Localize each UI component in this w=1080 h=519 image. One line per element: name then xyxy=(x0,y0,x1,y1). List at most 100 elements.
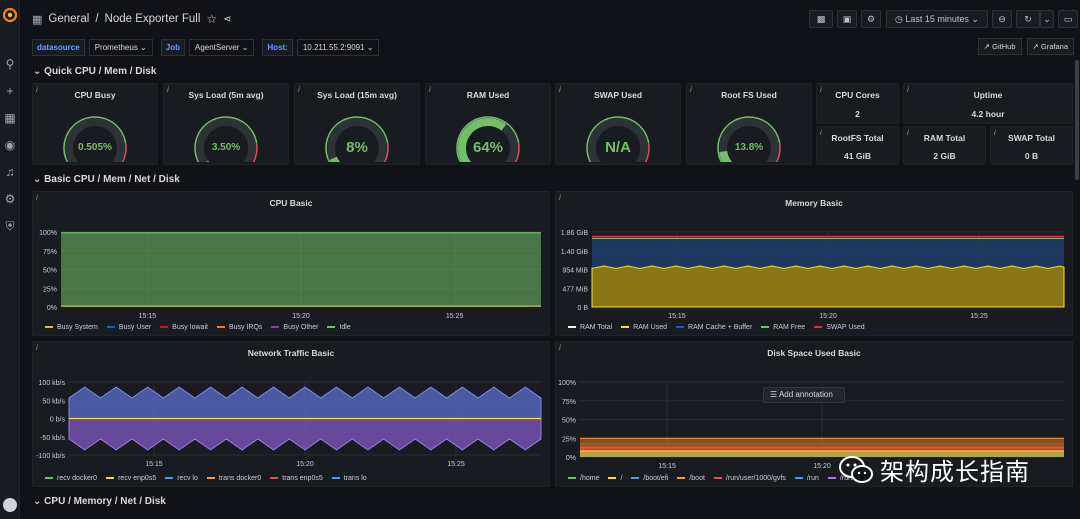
info-icon[interactable]: i xyxy=(820,128,822,137)
stat-title: Uptime xyxy=(973,90,1003,100)
search-icon[interactable]: ⚲ xyxy=(5,57,15,71)
info-icon[interactable]: i xyxy=(994,128,996,137)
info-icon[interactable]: i xyxy=(559,85,561,94)
legend-item[interactable]: RAM Free xyxy=(761,324,805,331)
gauge-track xyxy=(719,118,779,162)
legend-item[interactable]: Busy User xyxy=(106,324,151,331)
y-tick-label: 25% xyxy=(43,286,57,293)
variable-label-job: Job xyxy=(160,38,185,56)
share-icon[interactable]: ⋖ xyxy=(223,13,232,25)
info-icon[interactable]: i xyxy=(907,128,909,137)
gauge-title: Sys Load (15m avg) xyxy=(317,90,397,100)
legend-item[interactable]: Busy Other xyxy=(271,324,318,331)
info-icon[interactable]: i xyxy=(298,85,300,94)
gauge-panel-2[interactable]: i Sys Load (15m avg) 8% xyxy=(294,83,420,165)
stat-panel-cpu-cores[interactable]: i CPU Cores 2 xyxy=(816,83,899,124)
info-icon[interactable]: i xyxy=(36,193,38,202)
legend-swatch xyxy=(106,477,115,480)
legend-item[interactable]: /run xyxy=(794,475,819,482)
legend-item[interactable]: Busy System xyxy=(45,324,98,331)
info-icon[interactable]: i xyxy=(690,85,692,94)
legend-item[interactable]: Idle xyxy=(327,324,351,331)
gauge-panel-0[interactable]: i CPU Busy 0.505% xyxy=(32,83,158,165)
zoom-out-icon[interactable]: ⊖ xyxy=(992,10,1012,28)
legend-item[interactable]: trans docker0 xyxy=(206,475,261,482)
legend-item[interactable]: RAM Total xyxy=(568,324,612,331)
github-link-label: GitHub xyxy=(992,42,1016,51)
gauge-panel-1[interactable]: i Sys Load (5m avg) 3.50% xyxy=(163,83,289,165)
legend-item[interactable]: /boot xyxy=(677,475,705,482)
stat-panel-rootfs-total[interactable]: i RootFS Total 41 GiB xyxy=(816,126,899,165)
stat-panel-ram-total[interactable]: i RAM Total 2 GiB xyxy=(903,126,986,165)
grafana-link[interactable]: ↗ Grafana xyxy=(1026,38,1074,55)
breadcrumb-dashboard[interactable]: Node Exporter Full xyxy=(104,13,201,25)
save-icon[interactable]: ▣ xyxy=(837,10,857,28)
legend-item[interactable]: /boot/efi xyxy=(631,475,668,482)
info-icon[interactable]: i xyxy=(36,85,38,94)
legend-item[interactable]: recv enp0s5 xyxy=(106,475,156,482)
legend-label: /run/ xyxy=(839,475,854,482)
legend-item[interactable]: /run/user/1000/gvfs xyxy=(713,475,786,482)
gauge-panel-4[interactable]: i SWAP Used N/A xyxy=(555,83,681,165)
legend-item[interactable]: recv docker0 xyxy=(45,475,97,482)
github-link[interactable]: ↗ GitHub xyxy=(977,38,1022,55)
gauge-panel-3[interactable]: i RAM Used 64% xyxy=(425,83,551,165)
panel-cpu-basic[interactable]: i CPU Basic 100% 75% 50% 25% 0% 15:15 15:20 15:… xyxy=(32,191,550,336)
gauge-fill xyxy=(329,156,341,162)
panel-memory-basic[interactable]: i Memory Basic 1.86 GiB 1.40 GiB 954 MiB 47… xyxy=(555,191,1073,336)
legend-item[interactable]: SWAP Used xyxy=(814,324,865,331)
shield-icon[interactable]: ⛨ xyxy=(5,219,15,233)
row-header-basic[interactable]: ⌄ Basic CPU / Mem / Net / Disk xyxy=(33,174,180,185)
gauge-panel-5[interactable]: i Root FS Used 13.8% xyxy=(686,83,812,165)
alerting-bell-icon[interactable]: ♫ xyxy=(5,165,15,179)
tv-mode-icon[interactable]: ▭ xyxy=(1058,10,1078,28)
legend-item[interactable]: Busy Iowait xyxy=(160,324,208,331)
row-header-quick[interactable]: ⌄ Quick CPU / Mem / Disk xyxy=(33,66,157,77)
legend-item[interactable]: RAM Cache + Buffer xyxy=(676,324,752,331)
info-icon[interactable]: i xyxy=(907,85,909,94)
variable-select-job[interactable]: AgentServer ⌄ xyxy=(189,38,255,56)
add-annotation-tooltip[interactable]: ☰ Add annotation xyxy=(763,387,845,403)
info-icon[interactable]: i xyxy=(559,193,561,202)
settings-icon[interactable]: ⚙ xyxy=(861,10,881,28)
variable-select-datasource[interactable]: Prometheus ⌄ xyxy=(88,38,153,56)
explore-icon[interactable]: ◉ xyxy=(4,138,16,152)
panel-network-traffic[interactable]: i Network Traffic Basic 100 kb/s 50 kb/s 0… xyxy=(32,341,550,487)
dashboards-icon[interactable]: ▦ xyxy=(4,111,16,125)
panel-title: Disk Space Used Basic xyxy=(767,348,861,358)
legend-item[interactable]: / xyxy=(608,475,622,482)
plus-icon[interactable]: + xyxy=(6,84,14,98)
info-icon[interactable]: i xyxy=(36,343,38,352)
info-icon[interactable]: i xyxy=(429,85,431,94)
gear-icon[interactable]: ⚙ xyxy=(4,192,16,206)
stat-title: SWAP Total xyxy=(1008,133,1055,143)
legend-item[interactable]: /home xyxy=(568,475,599,482)
stat-panel-swap-total[interactable]: i SWAP Total 0 B xyxy=(990,126,1073,165)
avatar[interactable] xyxy=(3,498,17,512)
legend-item[interactable]: trans lo xyxy=(331,475,367,482)
stat-panel-uptime[interactable]: i Uptime 4.2 hour xyxy=(903,83,1073,124)
info-icon[interactable]: i xyxy=(167,85,169,94)
time-range-picker[interactable]: ◷ Last 15 minutes ⌄ xyxy=(886,10,988,28)
legend-item[interactable]: recv lo xyxy=(165,475,198,482)
breadcrumb-folder[interactable]: General xyxy=(48,13,90,25)
add-panel-icon[interactable]: ▩ xyxy=(809,10,833,28)
variable-label-host: Host: xyxy=(262,38,293,56)
legend-item[interactable]: RAM Used xyxy=(621,324,667,331)
refresh-interval-chevron-icon[interactable]: ⌄ xyxy=(1040,10,1054,28)
refresh-icon[interactable]: ↻ xyxy=(1016,10,1040,28)
threshold-arc-ok xyxy=(194,116,258,162)
info-icon[interactable]: i xyxy=(820,85,822,94)
scrollbar[interactable] xyxy=(1075,60,1079,180)
info-icon[interactable]: i xyxy=(559,343,561,352)
gauge-dial xyxy=(194,116,258,162)
legend-item[interactable]: /run/ xyxy=(827,475,854,482)
panel-disk-space[interactable]: i Disk Space Used Basic 100% 75% 50% 25% 0% 1… xyxy=(555,341,1073,487)
row-header-cpu-mem[interactable]: ⌄ CPU / Memory / Net / Disk xyxy=(33,496,166,507)
legend-item[interactable]: trans enp0s5 xyxy=(270,475,323,482)
gauge-fill xyxy=(719,150,733,162)
grafana-logo-icon[interactable] xyxy=(2,7,18,23)
variable-select-host[interactable]: 10.211.55.2:9091 ⌄ xyxy=(296,38,380,56)
legend-item[interactable]: Busy IRQs xyxy=(216,324,262,331)
star-icon[interactable]: ☆ xyxy=(206,12,218,26)
